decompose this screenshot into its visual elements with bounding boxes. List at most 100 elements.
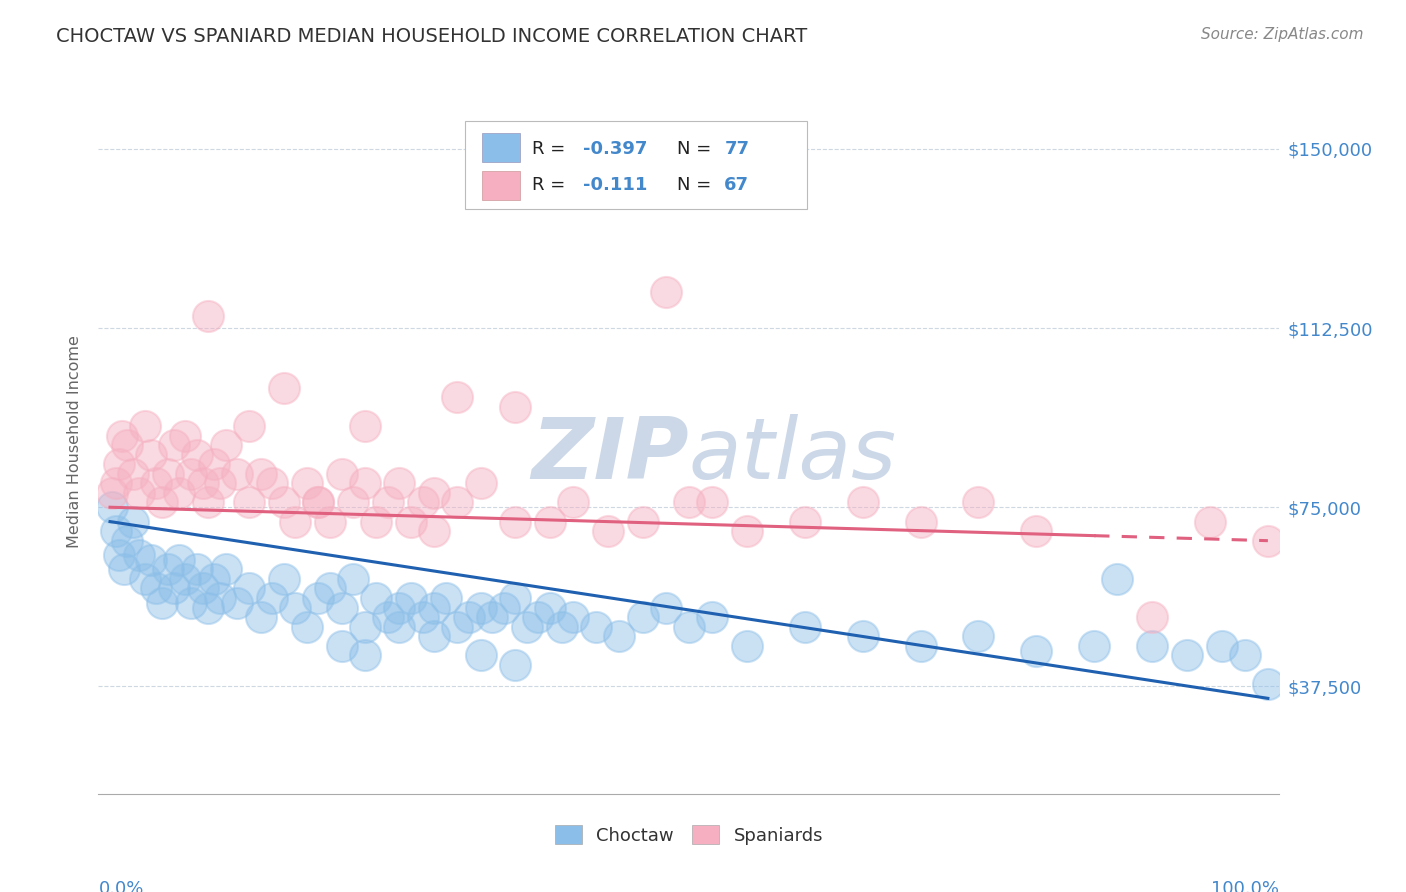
Point <box>470 600 492 615</box>
Point <box>967 629 990 643</box>
Point <box>481 610 503 624</box>
Point <box>145 582 167 596</box>
Point <box>342 495 364 509</box>
Point <box>226 467 249 481</box>
Point <box>550 620 572 634</box>
Point <box>388 600 411 615</box>
Point <box>735 639 758 653</box>
Point <box>330 600 353 615</box>
Point <box>377 610 399 624</box>
Point <box>910 515 932 529</box>
Point <box>134 572 156 586</box>
Point <box>180 596 202 610</box>
Point <box>284 600 307 615</box>
FancyBboxPatch shape <box>482 170 520 201</box>
Point <box>117 438 139 452</box>
Point <box>1211 639 1233 653</box>
Point <box>128 548 150 562</box>
Point <box>562 495 585 509</box>
Point <box>678 495 700 509</box>
Point <box>156 467 179 481</box>
Point <box>169 486 191 500</box>
Point <box>446 390 468 404</box>
Point <box>238 495 260 509</box>
Point <box>793 515 815 529</box>
Point <box>208 476 231 491</box>
Point <box>295 620 318 634</box>
Point <box>655 600 678 615</box>
Point <box>596 524 619 538</box>
Point <box>1025 643 1047 657</box>
Point <box>191 582 214 596</box>
Point <box>101 500 124 515</box>
Point <box>399 515 422 529</box>
Text: 77: 77 <box>724 140 749 158</box>
Point <box>366 591 388 605</box>
Point <box>117 533 139 548</box>
FancyBboxPatch shape <box>464 121 807 209</box>
Point <box>1199 515 1222 529</box>
Point <box>967 495 990 509</box>
Point <box>163 582 186 596</box>
Point <box>353 419 375 434</box>
Point <box>202 457 225 471</box>
Point <box>700 495 723 509</box>
Point <box>353 620 375 634</box>
Point <box>150 596 173 610</box>
Point <box>503 657 526 672</box>
Point <box>330 467 353 481</box>
Point <box>423 600 446 615</box>
Text: -0.397: -0.397 <box>582 140 647 158</box>
Point <box>458 610 481 624</box>
Point <box>215 438 238 452</box>
Point <box>1233 648 1256 663</box>
Text: N =: N = <box>678 140 717 158</box>
Point <box>735 524 758 538</box>
Point <box>169 553 191 567</box>
Point <box>307 495 329 509</box>
Point <box>174 428 197 442</box>
Point <box>446 620 468 634</box>
Point <box>145 476 167 491</box>
Point <box>295 476 318 491</box>
Point <box>122 515 145 529</box>
Point <box>1107 572 1129 586</box>
Text: R =: R = <box>531 140 571 158</box>
Point <box>174 572 197 586</box>
Point <box>412 495 434 509</box>
Point <box>104 476 127 491</box>
Text: ZIP: ZIP <box>531 414 689 497</box>
Point <box>631 610 654 624</box>
Point <box>1140 639 1163 653</box>
Point <box>470 476 492 491</box>
Point <box>122 467 145 481</box>
Point <box>180 467 202 481</box>
Point <box>238 582 260 596</box>
Point <box>249 610 271 624</box>
Point <box>197 495 219 509</box>
Point <box>262 591 284 605</box>
Point <box>852 495 875 509</box>
Text: -0.111: -0.111 <box>582 177 647 194</box>
Text: 100.0%: 100.0% <box>1212 880 1279 892</box>
Point <box>527 610 550 624</box>
Point <box>186 562 208 576</box>
Point <box>307 495 329 509</box>
Y-axis label: Median Household Income: Median Household Income <box>67 335 83 548</box>
FancyBboxPatch shape <box>482 133 520 162</box>
Point <box>108 548 131 562</box>
Point <box>215 562 238 576</box>
Point <box>423 629 446 643</box>
Point <box>423 524 446 538</box>
Point <box>503 400 526 414</box>
Point <box>101 486 124 500</box>
Point <box>208 591 231 605</box>
Point <box>197 600 219 615</box>
Point <box>284 515 307 529</box>
Point <box>1257 533 1279 548</box>
Point <box>446 495 468 509</box>
Point <box>191 476 214 491</box>
Point <box>197 309 219 323</box>
Point <box>609 629 631 643</box>
Point <box>273 572 295 586</box>
